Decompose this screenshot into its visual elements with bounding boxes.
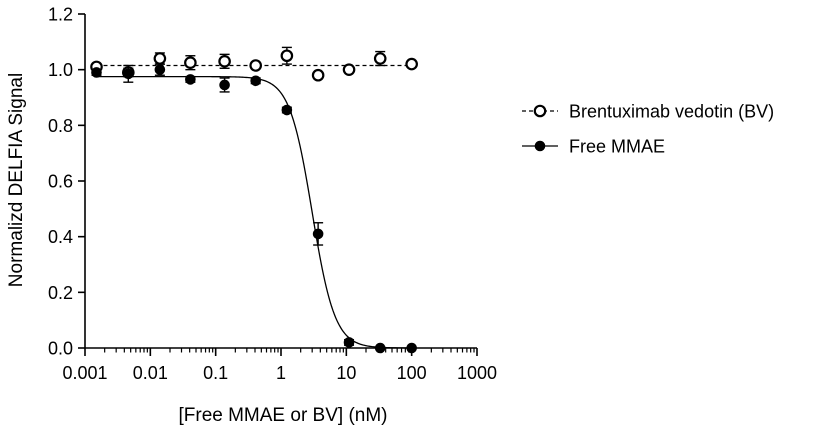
y-tick-label: 0.2 (48, 283, 73, 303)
legend: Brentuximab vedotin (BV) Free MMAE (522, 102, 774, 157)
data-point-bv (342, 63, 356, 76)
y-tick-label: 0.8 (48, 116, 73, 136)
data-point-mmae (91, 67, 102, 78)
data-point-mmae (250, 75, 262, 87)
y-tick-label: 0.6 (48, 172, 73, 192)
data-point-bv (373, 52, 387, 65)
data-points (90, 46, 418, 354)
data-point-bv (280, 49, 294, 63)
data-point-bv (249, 59, 263, 72)
data-point-bv (218, 55, 231, 68)
y-tick-label: 0.4 (48, 227, 73, 247)
x-tick-label: 0.001 (62, 363, 107, 383)
axes-group: 0.0 0.2 0.4 0.6 0.8 1.0 1.2 0.001 0.01 0.1 1 10 100 1… (48, 5, 497, 384)
x-tick-label: 100 (397, 363, 427, 383)
data-point-mmae (281, 104, 293, 116)
legend-marker-0 (533, 104, 547, 118)
legend-label-0: Brentuximab vedotin (BV) (569, 102, 774, 122)
fit-curve-series-1 (96, 75, 412, 349)
x-tick-label: 0.01 (133, 363, 168, 383)
x-tick-label: 1000 (457, 363, 497, 383)
data-point-mmae (154, 64, 166, 75)
data-point-bv (153, 52, 167, 65)
data-point-mmae (343, 337, 355, 348)
y-tick-label: 1.0 (48, 60, 73, 80)
x-axis-label: [Free MMAE or BV] (nM) (178, 405, 387, 426)
y-tick-label: 0.0 (48, 339, 73, 359)
data-point-bv (184, 56, 197, 70)
data-point-mmae (374, 342, 386, 354)
data-point-mmae (219, 79, 230, 91)
data-point-mmae (185, 74, 196, 85)
y-tick-label: 1.2 (48, 5, 73, 25)
x-tick-label: 10 (336, 363, 356, 383)
data-point-mmae (123, 68, 134, 80)
data-point-mmae (406, 342, 417, 354)
y-axis-label: Normalizd DELFIA Signal (6, 73, 27, 287)
x-tick-label: 0.1 (203, 363, 228, 383)
data-point-mmae (312, 228, 324, 240)
x-tick-label: 1 (276, 363, 286, 383)
data-point-bv (405, 57, 418, 71)
data-point-bv (311, 68, 325, 82)
legend-marker-1 (534, 140, 546, 152)
legend-label-1: Free MMAE (569, 137, 665, 157)
fit-curves (96, 64, 412, 349)
